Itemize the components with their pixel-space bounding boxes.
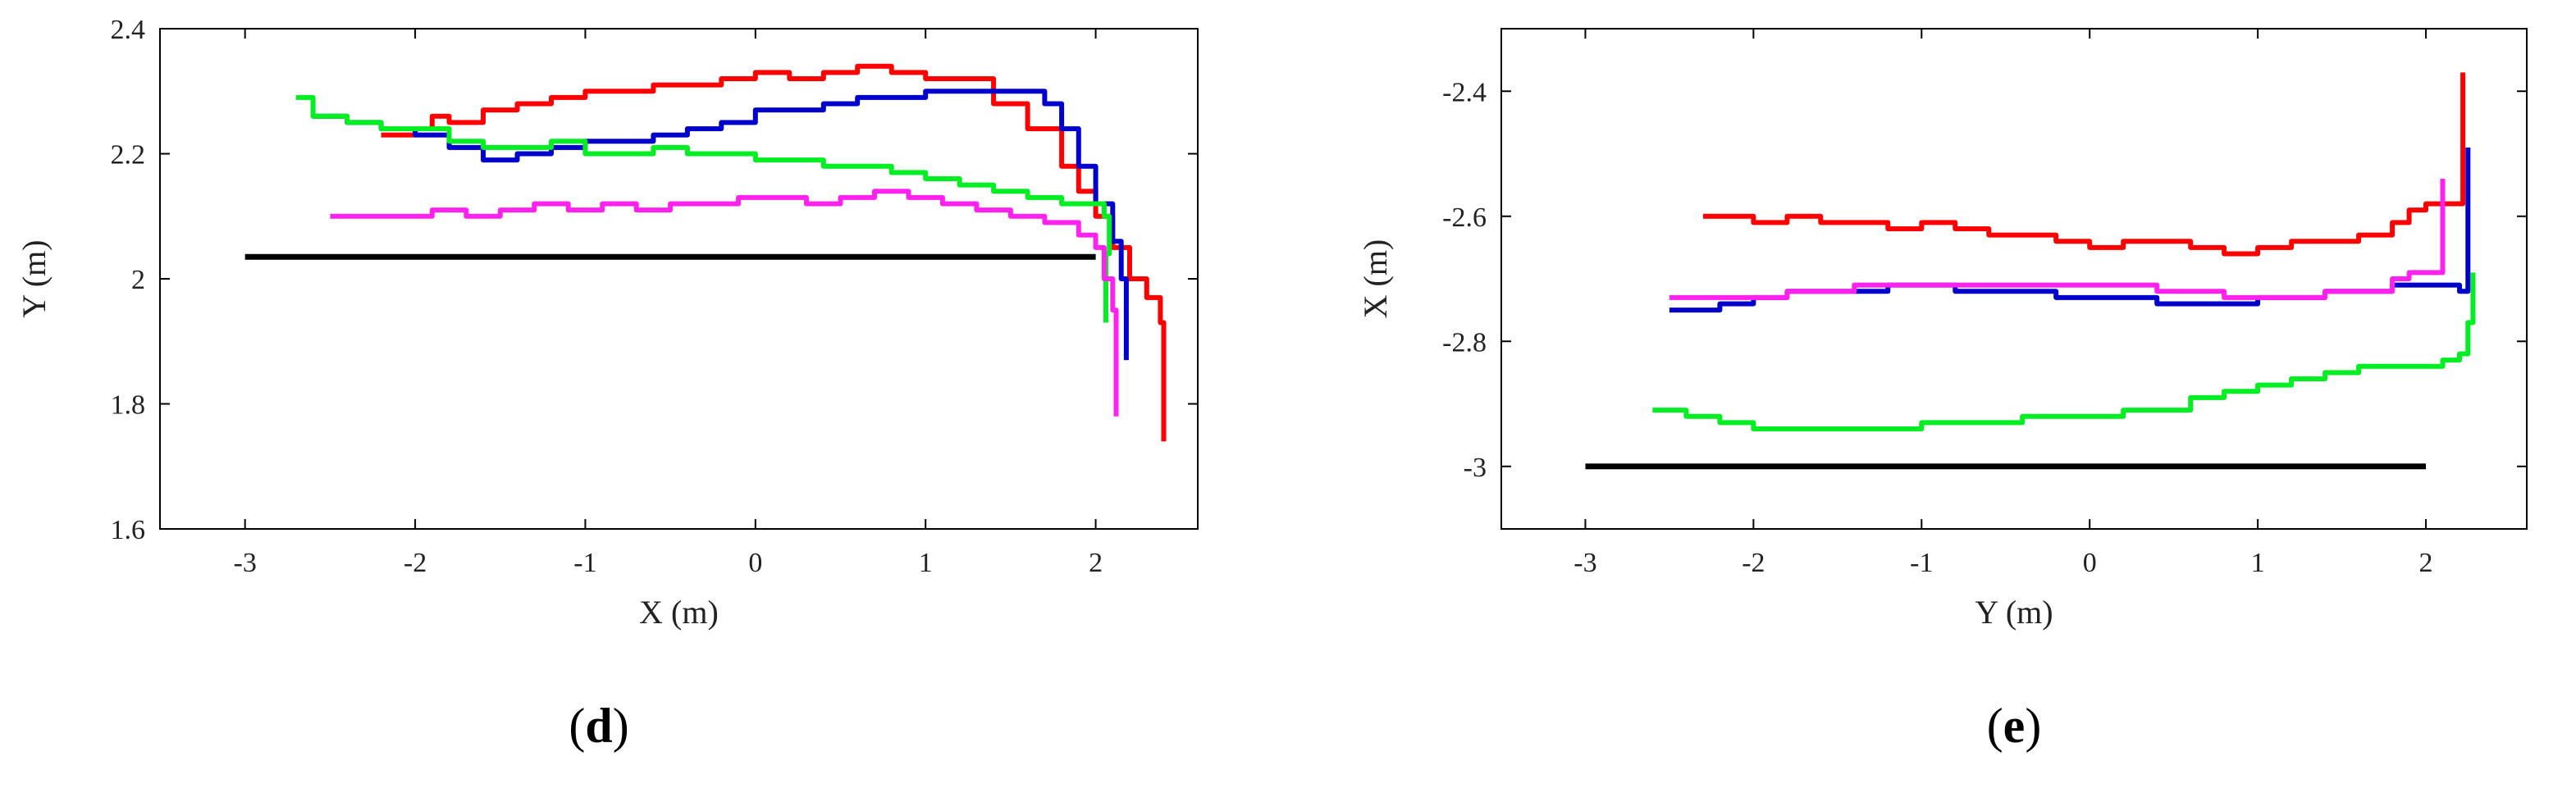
y-tick-label: -2.6 [1442,203,1487,233]
series-line [295,94,1112,323]
y-tick-label: 2.2 [111,140,146,171]
series-line [1669,179,2446,300]
y-tick-label: -2.4 [1442,77,1487,107]
plot-frame [1500,28,2528,530]
series-line [1702,72,2466,257]
x-tick-label: -3 [1573,548,1596,578]
y-axis-label: Y (m) [16,239,53,317]
x-axis-label: Y (m) [1975,594,2053,631]
x-tick-label: 1 [2251,548,2265,578]
x-tick-label: 0 [2083,548,2097,578]
x-tick-label: -2 [1742,548,1765,578]
panel-label: (d) [569,699,628,753]
series-line [381,63,1167,442]
series-group [1585,72,2476,470]
y-tick-label: 2 [131,265,145,295]
series-line [313,89,1129,361]
y-tick-label: -3 [1464,453,1487,483]
plot-frame [159,28,1199,530]
y-ticks: -3 -2.8 -2.6 -2.4 [1442,77,2527,483]
y-tick-label: -2.8 [1442,327,1487,358]
chart-panel-d: -3 -2 -1 0 1 2 1.6 1.8 2 2.2 2.4 X (m) Y (m) (d) [16,15,1199,753]
y-tick-label: 1.8 [111,390,146,421]
panel-letter: d [585,699,612,753]
x-tick-label: -1 [1910,548,1933,578]
panel-label: (e) [1987,699,2042,753]
y-ticks: 1.6 1.8 2 2.2 2.4 [111,15,1198,545]
x-tick-label: -1 [573,548,596,578]
y-axis-label: X (m) [1357,239,1394,319]
x-ticks: -3 -2 -1 0 1 2 [1573,29,2433,578]
y-tick-label: 2.4 [111,15,146,45]
x-tick-label: 0 [748,548,762,578]
y-tick-label: 1.6 [111,515,146,545]
chart-panel-e: -3 -2 -1 0 1 2 -3 -2.8 -2.6 -2.4 Y (m) X (m) (e) [1357,28,2528,753]
x-tick-label: -3 [234,548,257,578]
series-group [244,63,1167,442]
x-tick-label: 2 [1089,548,1103,578]
x-axis-label: X (m) [639,594,719,631]
x-tick-label: 1 [919,548,933,578]
x-tick-label: -2 [404,548,427,578]
x-ticks: -3 -2 -1 0 1 2 [234,29,1103,578]
panel-letter: e [2003,699,2026,753]
x-tick-label: 2 [2419,548,2433,578]
series-line [330,189,1119,417]
series-line [1652,272,2476,431]
